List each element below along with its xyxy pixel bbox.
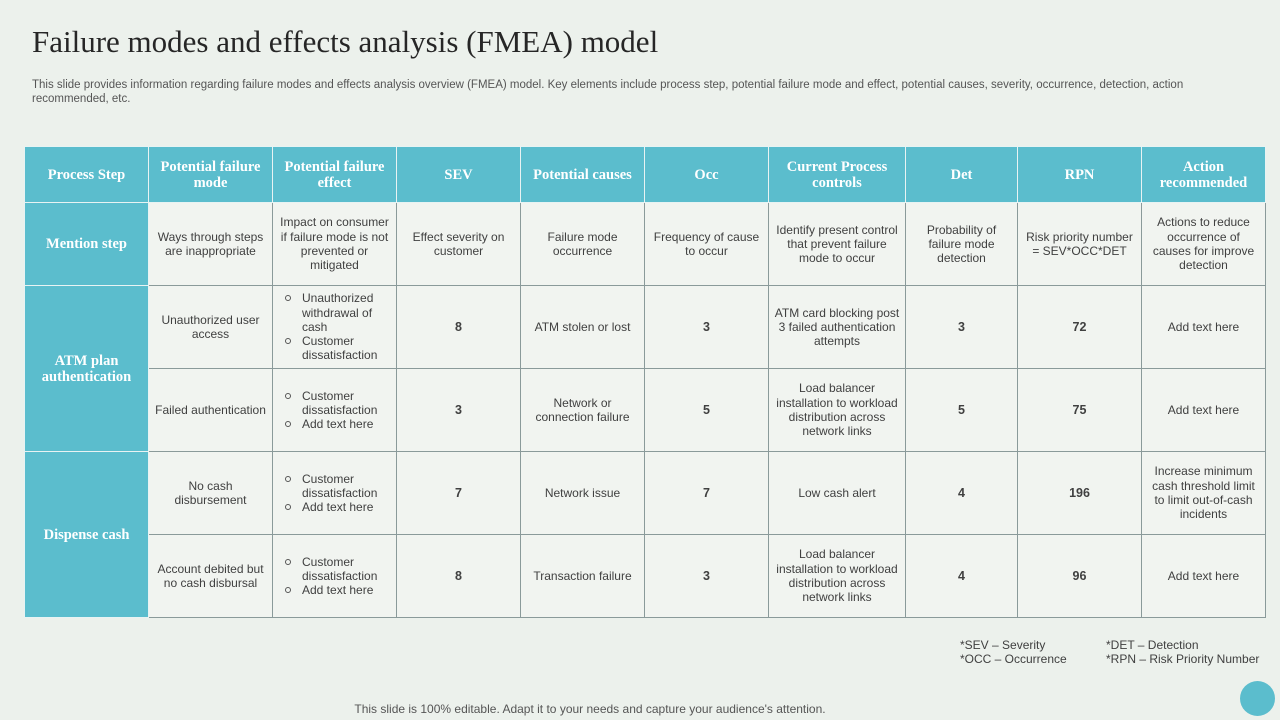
- cell-rpn: 196: [1017, 451, 1142, 535]
- cell-failure-mode: No cash disbursement: [148, 451, 273, 535]
- note-sev: *SEV – Severity: [960, 638, 1046, 652]
- fmea-table: Process Step Potential failure mode Pote…: [24, 146, 1266, 618]
- list-item: Customer dissatisfaction: [284, 555, 391, 584]
- note-rpn: *RPN – Risk Priority Number: [1106, 652, 1260, 666]
- row-head-mention-step: Mention step: [24, 202, 149, 286]
- note-occ: *OCC – Occurrence: [960, 652, 1067, 666]
- cell-det: 3: [905, 285, 1018, 369]
- header-row: Process Step Potential failure mode Pote…: [24, 146, 1266, 203]
- cell-action: Increase minimum cash threshold limit to…: [1141, 451, 1266, 535]
- cell-failure-mode: Account debited but no cash disbursal: [148, 534, 273, 618]
- cell-action: Actions to reduce occurrence of causes f…: [1141, 202, 1266, 286]
- legend-notes-right: *DET – Detection *RPN – Risk Priority Nu…: [1106, 638, 1259, 666]
- page-title: Failure modes and effects analysis (FMEA…: [32, 24, 659, 59]
- list-item: Customer dissatisfaction: [284, 334, 391, 363]
- cell-failure-effect: Customer dissatisfaction Add text here: [272, 451, 397, 535]
- cell-det: 5: [905, 368, 1018, 452]
- list-item: Add text here: [284, 583, 391, 597]
- table-row: ATM plan authentication Unauthorized use…: [24, 285, 1266, 452]
- effect-list: Customer dissatisfaction Add text here: [278, 555, 391, 598]
- cell-controls: Low cash alert: [768, 451, 906, 535]
- header-sev: SEV: [396, 146, 521, 203]
- header-failure-effect: Potential failure effect: [272, 146, 397, 203]
- effect-list: Customer dissatisfaction Add text here: [278, 389, 391, 432]
- table-row: Failed authentication Customer dissatisf…: [25, 368, 1266, 452]
- list-item: Customer dissatisfaction: [284, 472, 391, 501]
- cell-action: Add text here: [1141, 534, 1266, 618]
- header-action: Action recommended: [1141, 146, 1266, 203]
- table-row-mention: Mention step Ways through steps are inap…: [24, 202, 1266, 286]
- decorative-circle: [1240, 681, 1275, 716]
- cell-controls: Load balancer installation to workload d…: [768, 368, 906, 452]
- cell-causes: Failure mode occurrence: [520, 202, 645, 286]
- legend-notes-left: *SEV – Severity *OCC – Occurrence: [960, 638, 1067, 666]
- cell-det: Probability of failure mode detection: [905, 202, 1018, 286]
- list-item: Add text here: [284, 417, 391, 431]
- cell-causes: Network issue: [520, 451, 645, 535]
- cell-occ: 7: [644, 451, 769, 535]
- cell-sev: 8: [396, 534, 521, 618]
- cell-controls: Identify present control that prevent fa…: [768, 202, 906, 286]
- cell-det: 4: [905, 451, 1018, 535]
- row-head-atm-authentication: ATM plan authentication: [24, 285, 149, 452]
- list-item: Customer dissatisfaction: [284, 389, 391, 418]
- cell-rpn: 75: [1017, 368, 1142, 452]
- cell-rpn: Risk priority number = SEV*OCC*DET: [1017, 202, 1142, 286]
- table-row: Dispense cash No cash disbursement Custo…: [24, 451, 1266, 618]
- cell-occ: Frequency of cause to occur: [644, 202, 769, 286]
- list-item: Unauthorized withdrawal of cash: [284, 291, 391, 334]
- cell-action: Add text here: [1141, 368, 1266, 452]
- header-rpn: RPN: [1017, 146, 1142, 203]
- header-failure-mode: Potential failure mode: [148, 146, 273, 203]
- cell-sev: 8: [396, 285, 521, 369]
- effect-list: Unauthorized withdrawal of cash Customer…: [278, 291, 391, 362]
- cell-failure-effect: Impact on consumer if failure mode is no…: [272, 202, 397, 286]
- cell-controls: Load balancer installation to workload d…: [768, 534, 906, 618]
- cell-occ: 3: [644, 285, 769, 369]
- cell-failure-effect: Unauthorized withdrawal of cash Customer…: [272, 285, 397, 369]
- note-det: *DET – Detection: [1106, 638, 1199, 652]
- cell-failure-mode: Ways through steps are inappropriate: [148, 202, 273, 286]
- cell-failure-mode: Failed authentication: [148, 368, 273, 452]
- cell-causes: ATM stolen or lost: [520, 285, 645, 369]
- header-controls: Current Process controls: [768, 146, 906, 203]
- cell-causes: Network or connection failure: [520, 368, 645, 452]
- row-head-dispense-cash: Dispense cash: [24, 451, 149, 618]
- cell-failure-mode: Unauthorized user access: [148, 285, 273, 369]
- cell-occ: 5: [644, 368, 769, 452]
- cell-sev: 7: [396, 451, 521, 535]
- cell-occ: 3: [644, 534, 769, 618]
- footer-note: This slide is 100% editable. Adapt it to…: [354, 702, 826, 716]
- page-subtitle: This slide provides information regardin…: [32, 79, 1184, 105]
- cell-sev: Effect severity on customer: [396, 202, 521, 286]
- cell-controls: ATM card blocking post 3 failed authenti…: [768, 285, 906, 369]
- cell-action: Add text here: [1141, 285, 1266, 369]
- table-row: Account debited but no cash disbursal Cu…: [25, 534, 1266, 618]
- header-process-step: Process Step: [24, 146, 149, 203]
- cell-causes: Transaction failure: [520, 534, 645, 618]
- cell-sev: 3: [396, 368, 521, 452]
- header-causes: Potential causes: [520, 146, 645, 203]
- cell-rpn: 72: [1017, 285, 1142, 369]
- cell-det: 4: [905, 534, 1018, 618]
- list-item: Add text here: [284, 500, 391, 514]
- cell-failure-effect: Customer dissatisfaction Add text here: [272, 368, 397, 452]
- header-det: Det: [905, 146, 1018, 203]
- cell-failure-effect: Customer dissatisfaction Add text here: [272, 534, 397, 618]
- effect-list: Customer dissatisfaction Add text here: [278, 472, 391, 515]
- header-occ: Occ: [644, 146, 769, 203]
- cell-rpn: 96: [1017, 534, 1142, 618]
